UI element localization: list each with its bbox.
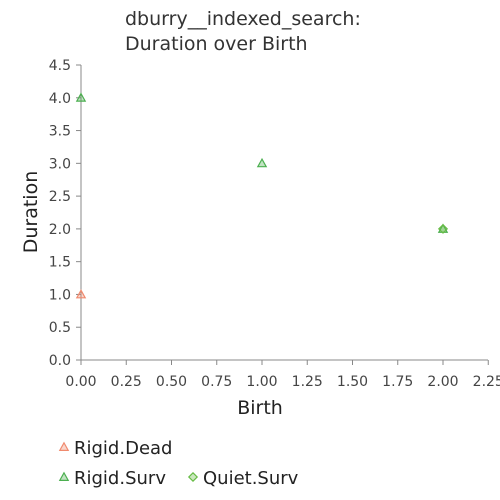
x-tick-label: 2.00 (427, 374, 458, 390)
x-tick-label: 1.00 (246, 374, 277, 390)
legend-marker-rigid-dead (58, 441, 70, 451)
legend-marker-rigid-surv (58, 471, 70, 481)
data-point-rigid-dead (75, 289, 87, 299)
legend: Rigid.Dead Rigid.Surv Quiet.Surv (58, 438, 299, 489)
y-tick-label: 0.0 (49, 353, 71, 369)
legend-marker-quiet-surv (187, 471, 199, 483)
x-tick-label: 0.50 (156, 374, 187, 390)
x-tick-label: 0.75 (201, 374, 232, 390)
x-tick-label: 1.50 (337, 374, 368, 390)
x-tick-label: 0.00 (65, 374, 96, 390)
legend-label-rigid-surv: Rigid.Surv (74, 468, 166, 489)
data-point-rigid-surv (256, 157, 268, 168)
y-tick-label: 0.5 (49, 320, 71, 336)
y-axis-label: Duration (20, 171, 42, 254)
chart-title: dburry__indexed_search: Duration over Bi… (125, 8, 361, 55)
y-tick-label: 4.5 (49, 58, 71, 74)
data-point-quiet-surv (437, 223, 449, 234)
x-tick-label: 0.25 (111, 374, 142, 390)
axes (80, 65, 488, 361)
data-point-rigid-surv (75, 92, 87, 102)
x-ticks: 0.00 0.25 0.50 0.75 1.00 1.25 1.50 1.75 2.00 2.25 (65, 360, 500, 390)
y-tick-label: 1.5 (49, 255, 71, 271)
y-tick-label: 4.0 (49, 91, 71, 107)
x-tick-label: 2.25 (473, 374, 500, 390)
y-tick-label: 3.5 (49, 124, 71, 140)
chart-title-line-2: Duration over Birth (125, 33, 308, 55)
x-tick-label: 1.25 (292, 374, 323, 390)
chart-title-line-1: dburry__indexed_search: (125, 8, 361, 30)
y-tick-label: 3.0 (49, 156, 71, 172)
y-ticks: 0.0 0.5 1.0 1.5 2.0 2.5 3.0 3.5 4.0 4.5 (49, 58, 81, 369)
legend-label-rigid-dead: Rigid.Dead (74, 438, 172, 459)
x-tick-label: 1.75 (382, 374, 413, 390)
x-axis-label: Birth (237, 397, 283, 419)
y-tick-label: 2.5 (49, 189, 71, 205)
y-tick-label: 2.0 (49, 222, 71, 238)
y-tick-label: 1.0 (49, 287, 71, 303)
data-points (75, 92, 449, 299)
legend-label-quiet-surv: Quiet.Surv (203, 468, 299, 489)
